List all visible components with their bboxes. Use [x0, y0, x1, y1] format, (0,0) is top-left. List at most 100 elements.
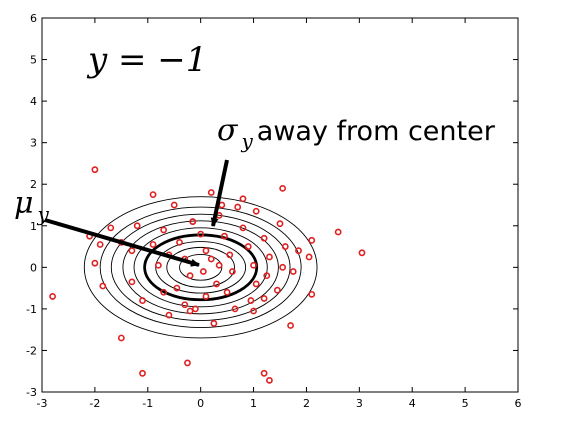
data-point: [215, 261, 223, 269]
data-point: [117, 334, 125, 342]
x-tick-label: 1: [250, 397, 257, 410]
y-tick-label: 2: [30, 178, 37, 191]
sigma-arrow: [210, 159, 229, 227]
mu-arrow: [44, 218, 200, 267]
plot-area: [41, 17, 519, 393]
data-point: [176, 238, 183, 246]
data-point: [247, 297, 255, 304]
data-point: [186, 307, 194, 315]
data-point: [228, 268, 236, 275]
data-point: [207, 255, 215, 263]
data-point: [184, 359, 191, 367]
data-point: [149, 241, 157, 248]
data-point: [252, 207, 260, 215]
data-point: [252, 280, 260, 288]
sigma-annotation: σ y away from center: [217, 113, 496, 153]
data-point: [202, 247, 210, 255]
data-point: [250, 307, 257, 315]
contour-ellipse: [122, 220, 279, 315]
data-point: [160, 288, 168, 296]
data-point: [128, 247, 136, 255]
data-point: [213, 280, 220, 288]
data-point: [260, 369, 268, 377]
data-point: [202, 293, 210, 300]
class-label: y = −1: [86, 40, 207, 80]
data-point: [358, 249, 366, 257]
data-point: [207, 189, 215, 196]
x-tick-label: 4: [409, 397, 416, 410]
data-point: [295, 247, 302, 255]
data-point: [244, 243, 252, 250]
data-point: [49, 293, 56, 300]
data-point: [276, 220, 284, 228]
data-point: [239, 224, 247, 232]
data-point: [189, 218, 197, 226]
y-tick-label: 5: [30, 54, 37, 67]
data-point: [266, 253, 273, 261]
data-point: [281, 243, 289, 250]
data-point: [266, 376, 273, 384]
data-point: [154, 261, 162, 269]
y-tick-label: -1: [26, 303, 37, 316]
y-tick-label: 6: [30, 12, 37, 25]
y-tick-label: 3: [30, 137, 37, 150]
data-point: [289, 268, 297, 275]
data-point: [221, 232, 228, 240]
data-point: [91, 166, 99, 174]
data-point: [231, 305, 239, 313]
contour-ellipse: [83, 196, 318, 339]
data-point: [107, 224, 115, 232]
data-point: [165, 311, 173, 319]
contour-ellipse: [110, 213, 291, 321]
data-point: [91, 259, 99, 267]
data-point: [305, 253, 313, 261]
contour-ellipse: [99, 206, 302, 329]
gaussian-contours: [83, 196, 318, 339]
data-point: [273, 286, 281, 294]
data-point: [260, 295, 268, 302]
sigma-contour: [143, 233, 259, 302]
data-point: [263, 272, 271, 280]
data-points: [49, 166, 366, 384]
data-point: [149, 191, 157, 199]
data-point: [210, 320, 218, 327]
contour-ellipse: [133, 227, 268, 308]
y-tick-label: -3: [26, 386, 37, 399]
contour-ellipse: [166, 246, 235, 288]
x-axis-ticks: -3 -2 -1 0 1 2 3 4 5 6: [37, 18, 522, 410]
x-tick-label: 6: [515, 397, 522, 410]
y-tick-label: 4: [30, 95, 37, 108]
data-point: [334, 228, 342, 236]
data-point: [234, 203, 242, 211]
data-point: [287, 322, 294, 329]
data-point: [279, 184, 287, 192]
data-point: [260, 234, 268, 242]
data-point: [139, 369, 146, 377]
data-point: [96, 241, 104, 248]
data-point: [199, 268, 207, 275]
data-point: [197, 230, 205, 238]
data-point: [173, 284, 181, 292]
data-point: [308, 290, 316, 298]
data-point: [181, 301, 189, 309]
x-tick-label: 5: [462, 397, 469, 410]
x-tick-label: 3: [356, 397, 363, 410]
data-point: [128, 278, 136, 286]
x-tick-label: -3: [37, 397, 48, 410]
data-point: [223, 288, 231, 296]
x-tick-label: 2: [303, 397, 310, 410]
data-point: [170, 201, 178, 209]
data-point: [308, 236, 316, 244]
x-tick-label: -1: [142, 397, 153, 410]
data-point: [186, 272, 194, 280]
data-point: [160, 226, 168, 234]
data-point: [133, 222, 141, 230]
data-point: [99, 282, 107, 290]
y-tick-label: 1: [30, 220, 37, 233]
x-tick-label: -2: [89, 397, 100, 410]
y-axis-ticks: -3 -2 -1 0 1 2 3 4 5 6: [26, 12, 518, 399]
data-point: [139, 297, 146, 304]
data-point: [226, 251, 234, 259]
data-point: [239, 195, 247, 203]
